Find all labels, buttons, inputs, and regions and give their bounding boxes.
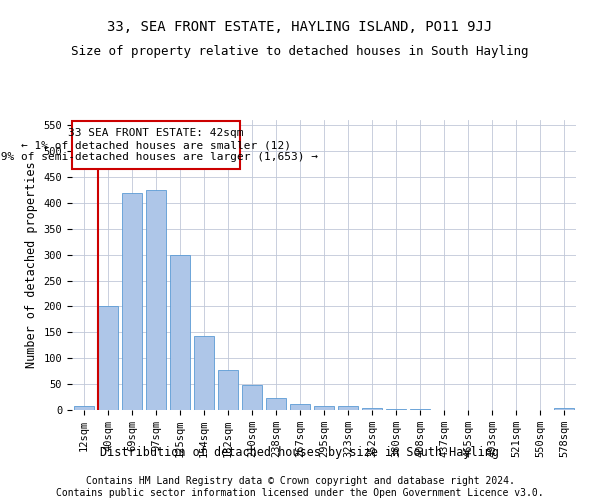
FancyBboxPatch shape [73,121,240,169]
Bar [146,190,166,410]
Bar [338,406,358,410]
Bar [74,406,94,410]
Bar [386,409,406,410]
Bar [266,398,286,410]
Bar [362,408,382,410]
Text: Distribution of detached houses by size in South Hayling: Distribution of detached houses by size … [101,446,499,459]
Bar [290,404,310,410]
Bar [98,306,118,410]
Bar [194,336,214,410]
Bar [314,406,334,410]
Bar [218,370,238,410]
Text: ← 1% of detached houses are smaller (12): ← 1% of detached houses are smaller (12) [21,140,291,150]
Text: 99% of semi-detached houses are larger (1,653) →: 99% of semi-detached houses are larger (… [0,152,318,162]
Bar [122,192,142,410]
Text: Size of property relative to detached houses in South Hayling: Size of property relative to detached ho… [71,45,529,58]
Text: Contains HM Land Registry data © Crown copyright and database right 2024.
Contai: Contains HM Land Registry data © Crown c… [56,476,544,498]
Bar [242,385,262,410]
Bar [554,408,574,410]
Text: 33 SEA FRONT ESTATE: 42sqm: 33 SEA FRONT ESTATE: 42sqm [68,128,244,138]
Text: 33, SEA FRONT ESTATE, HAYLING ISLAND, PO11 9JJ: 33, SEA FRONT ESTATE, HAYLING ISLAND, PO… [107,20,493,34]
Y-axis label: Number of detached properties: Number of detached properties [25,162,38,368]
Bar [170,254,190,410]
